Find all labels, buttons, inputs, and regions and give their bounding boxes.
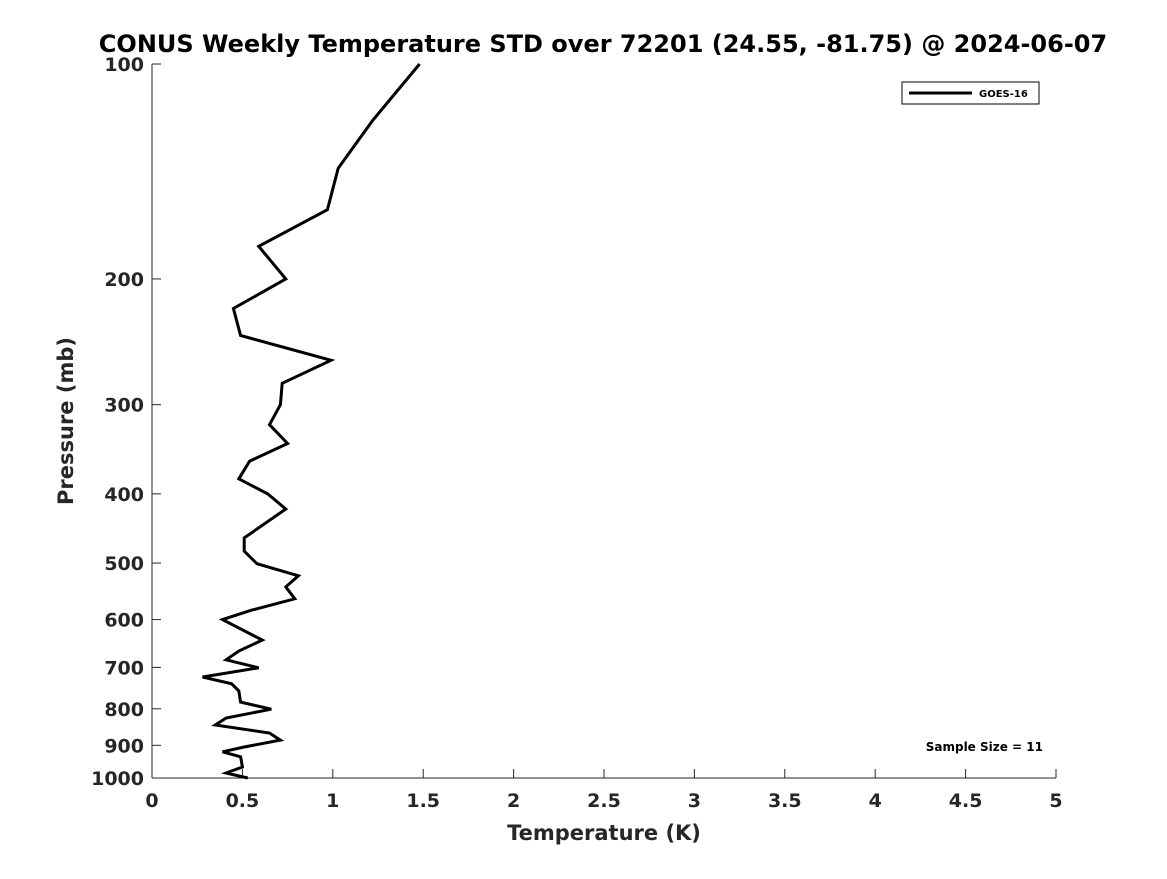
y-tick-label: 500 xyxy=(104,553,144,575)
x-tick-label: 1 xyxy=(326,790,339,812)
y-tick-label: 900 xyxy=(104,735,144,757)
x-tick-label: 1.5 xyxy=(406,790,440,812)
sample-size-annotation: Sample Size = 11 xyxy=(926,740,1043,754)
axes xyxy=(151,64,1056,779)
x-tick-label: 2.5 xyxy=(587,790,621,812)
legend-entry: GOES-16 xyxy=(979,89,1028,100)
y-axis-label: Pressure (mb) xyxy=(54,337,78,505)
series-lines xyxy=(202,63,421,780)
x-tick-label: 4 xyxy=(869,790,882,812)
y-tick-label: 700 xyxy=(104,657,144,679)
y-tick-label: 600 xyxy=(104,610,144,632)
x-tick-label: 0.5 xyxy=(226,790,260,812)
y-tick-label: 800 xyxy=(104,699,144,721)
x-ticks: 0 0.5 1 1.5 2 2.5 3 3.5 4 4.5 5 xyxy=(145,769,1063,812)
y-tick-label: 100 xyxy=(104,54,144,76)
y-tick-label: 300 xyxy=(104,395,144,417)
series-line-goes-16 xyxy=(202,63,421,780)
x-tick-label: 2 xyxy=(507,790,520,812)
legend: GOES-16 xyxy=(901,81,1040,105)
y-ticks: 100 200 300 400 500 600 700 800 900 1000 xyxy=(91,54,161,790)
y-tick-label: 200 xyxy=(104,269,144,291)
chart-title: CONUS Weekly Temperature STD over 72201 … xyxy=(99,30,1107,58)
x-tick-label: 3 xyxy=(688,790,701,812)
y-tick-label: 1000 xyxy=(91,768,144,790)
x-axis-label: Temperature (K) xyxy=(507,821,701,845)
x-tick-label: 5 xyxy=(1049,790,1062,812)
x-tick-label: 4.5 xyxy=(949,790,983,812)
x-tick-label: 3.5 xyxy=(768,790,802,812)
x-tick-label: 0 xyxy=(145,790,158,812)
y-tick-label: 400 xyxy=(104,484,144,506)
